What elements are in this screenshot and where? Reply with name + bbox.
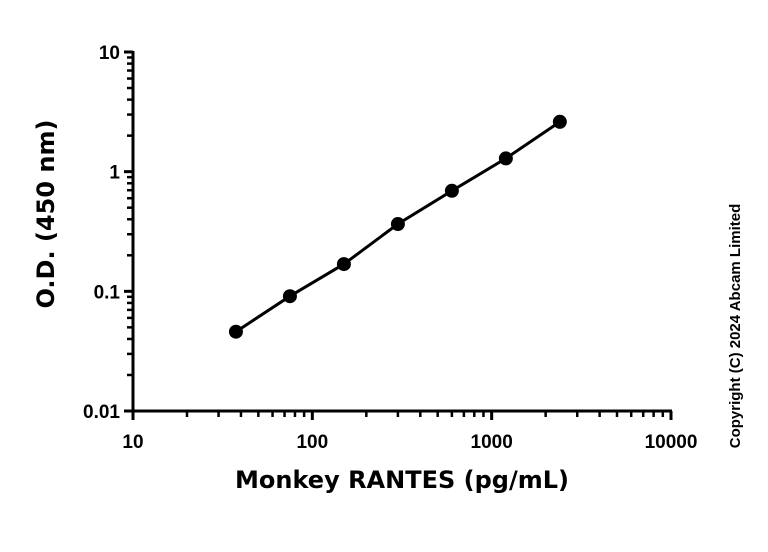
x-axis-title: Monkey RANTES (pg/mL) [235, 466, 569, 494]
plot-area [228, 114, 567, 339]
data-point [228, 324, 243, 339]
copyright-notice: Copyright (C) 2024 Abcam Limited [727, 204, 744, 448]
x-tick-label: 10000 [645, 432, 698, 453]
data-point [444, 183, 459, 198]
data-point [282, 289, 297, 304]
y-axis-title: O.D. (450 nm) [32, 120, 60, 309]
x-tick-label: 100 [296, 432, 328, 453]
x-tick-label: 1000 [471, 432, 513, 453]
y-tick-label: 1 [109, 163, 120, 184]
axes: 0.01 0.1 1 10 10 100 1000 10000 [83, 43, 697, 453]
y-tick-label: 0.01 [83, 402, 120, 423]
y-tick-label: 0.1 [94, 282, 121, 303]
data-point [498, 151, 513, 166]
x-tick-label: 10 [122, 432, 143, 453]
data-point [390, 217, 405, 232]
data-point [336, 257, 351, 272]
data-point [552, 114, 567, 129]
y-tick-label: 10 [99, 43, 120, 64]
